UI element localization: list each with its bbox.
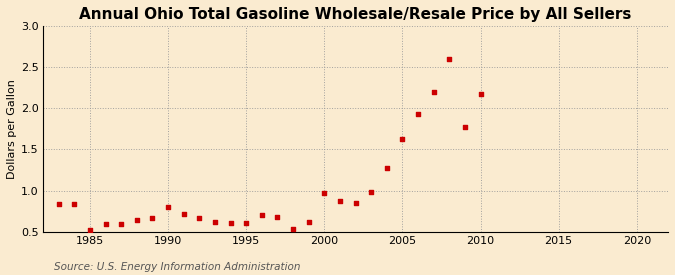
Point: [366, 190, 377, 194]
Point: [319, 191, 329, 195]
Point: [69, 202, 80, 206]
Point: [115, 222, 126, 227]
Point: [132, 217, 142, 222]
Point: [53, 202, 64, 206]
Point: [100, 221, 111, 226]
Point: [350, 201, 361, 205]
Y-axis label: Dollars per Gallon: Dollars per Gallon: [7, 79, 17, 179]
Point: [225, 221, 236, 225]
Point: [209, 220, 220, 224]
Point: [288, 226, 298, 231]
Point: [147, 216, 158, 220]
Text: Source: U.S. Energy Information Administration: Source: U.S. Energy Information Administ…: [54, 262, 300, 272]
Point: [84, 228, 95, 232]
Point: [444, 57, 455, 61]
Point: [381, 166, 392, 171]
Point: [475, 92, 486, 97]
Point: [256, 213, 267, 218]
Point: [272, 215, 283, 219]
Title: Annual Ohio Total Gasoline Wholesale/Resale Price by All Sellers: Annual Ohio Total Gasoline Wholesale/Res…: [80, 7, 632, 22]
Point: [460, 125, 470, 130]
Point: [303, 220, 314, 224]
Point: [178, 211, 189, 216]
Point: [428, 90, 439, 94]
Point: [163, 205, 173, 209]
Point: [335, 198, 346, 203]
Point: [241, 221, 252, 225]
Point: [194, 216, 205, 220]
Point: [412, 112, 423, 116]
Point: [397, 137, 408, 141]
